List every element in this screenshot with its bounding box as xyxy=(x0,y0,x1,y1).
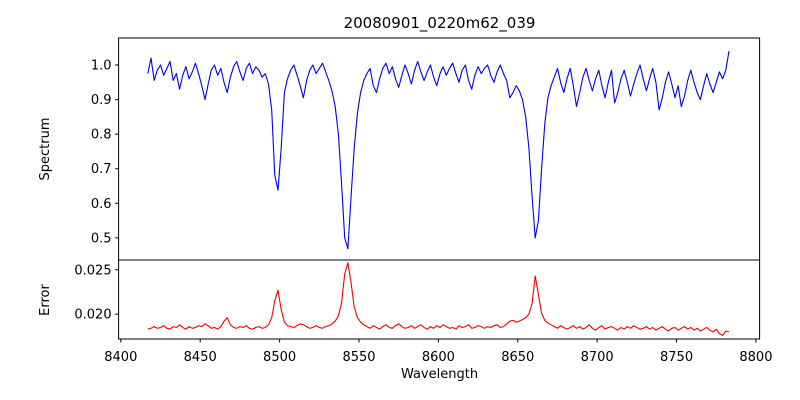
y-tick-label: 0.5 xyxy=(91,231,112,246)
y-tick-label: 0.8 xyxy=(91,128,112,143)
error-series-line xyxy=(147,262,730,336)
x-tick-label: 8650 xyxy=(501,350,534,365)
y-tick-label: 1.0 xyxy=(91,58,112,73)
x-tick-label: 8550 xyxy=(342,350,375,365)
x-tick-label: 8400 xyxy=(104,350,137,365)
chart-title: 20080901_0220m62_039 xyxy=(343,14,536,32)
x-tick-label: 8500 xyxy=(263,350,296,365)
y-tick-label: 0.020 xyxy=(74,308,111,323)
spectrum-panel-border xyxy=(118,37,761,261)
x-tick-label: 8800 xyxy=(739,350,772,365)
y-tick-label: 0.6 xyxy=(91,197,112,212)
y-tick-label: 0.025 xyxy=(74,263,111,278)
y-tick-label: 0.7 xyxy=(91,162,112,177)
x-tick-label: 8450 xyxy=(184,350,217,365)
spectrum-series-line xyxy=(147,51,730,250)
x-tick-label: 8600 xyxy=(422,350,455,365)
error-panel-border xyxy=(118,259,761,340)
x-tick-label: 8700 xyxy=(581,350,614,365)
y-tick-label: 0.9 xyxy=(91,93,112,108)
x-axis-label: Wavelength xyxy=(400,367,479,382)
x-tick-label: 8750 xyxy=(660,350,693,365)
